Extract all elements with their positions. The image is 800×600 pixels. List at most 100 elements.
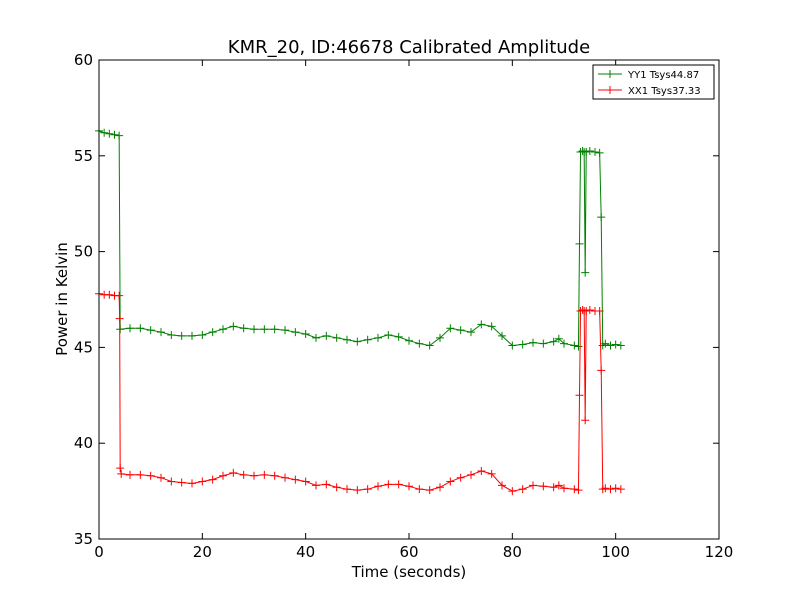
data-point [332,333,341,342]
data-point [188,479,196,488]
data-point [539,482,548,491]
data-point [467,328,475,337]
data-point [549,337,558,346]
data-point [115,131,124,140]
data-point [601,339,610,348]
data-point [301,477,310,486]
data-point [518,485,527,494]
x-tick-label: 60 [399,543,418,561]
data-point [549,483,558,492]
y-axis-label: Power in Kelvin [53,242,71,356]
data-point [157,328,165,337]
data-point [291,328,300,337]
data-point [585,306,594,315]
data-point [219,471,227,480]
data-point [554,481,563,490]
data-point [219,325,227,334]
data-point [606,485,615,494]
data-point [508,487,517,496]
data-point [260,470,269,479]
data-point [105,129,114,138]
data-point [425,341,434,350]
data-point [578,147,587,156]
data-point [177,331,186,340]
data-point [281,326,289,335]
data-point [198,330,207,339]
data-point [456,326,465,335]
data-point [570,341,579,350]
legend-box [592,64,715,100]
data-point [597,366,606,375]
data-point [554,334,563,343]
data-point [353,337,362,346]
data-point [611,484,620,493]
data-point [582,306,591,315]
data-point [582,147,591,156]
data-point [394,332,403,341]
data-point [322,331,331,340]
data-point [374,333,382,342]
data-point [312,333,320,342]
data-point [157,473,165,482]
data-point [208,328,217,337]
legend-label: YY1 Tsys44.87 [627,70,699,81]
y-tick-label: 60 [74,51,93,69]
y-tick-label: 55 [74,147,93,165]
data-point [415,485,424,494]
data-point [581,416,590,425]
data-point [611,340,620,349]
data-point [415,339,424,348]
data-point [115,314,124,323]
data-point [595,148,604,157]
data-point [250,325,258,334]
legend-marker [606,86,614,94]
data-point [574,486,583,495]
data-point [363,485,372,494]
data-point [384,330,393,339]
data-point [477,320,486,329]
data-point [177,478,186,487]
data-point [539,339,548,348]
data-point [239,324,248,333]
data-point [591,147,599,156]
data-point [456,473,465,482]
data-point [301,329,310,338]
data-point [487,322,496,331]
data-point [116,464,125,473]
data-point [229,468,238,477]
x-tick-label: 20 [193,543,212,561]
data-point [291,475,300,484]
data-point [405,482,413,491]
data-point [425,486,434,495]
plot-frame [98,59,720,540]
data-point [115,291,124,300]
x-tick-label: 120 [705,543,734,561]
data-point [405,336,413,345]
data-point [498,331,506,340]
data-point [529,481,537,490]
data-point [374,482,382,491]
data-point [477,466,486,475]
data-point [498,481,506,490]
data-point [110,130,119,139]
data-point [446,324,455,333]
plot-area [99,60,719,539]
data-point [436,483,444,492]
y-tick-label: 45 [74,338,93,356]
data-point [117,469,126,478]
data-point [574,342,583,351]
data-point [597,213,606,222]
data-point [167,477,176,486]
legend-label: XX1 Tsys37.33 [628,86,701,97]
data-point [136,470,145,479]
data-point [167,330,176,339]
data-point [322,480,331,489]
data-point [575,391,584,400]
x-tick-label: 80 [503,543,522,561]
data-point [560,484,568,493]
data-point [343,485,351,494]
data-point [570,485,579,494]
data-point [575,239,584,248]
legend-entry: XX1 Tsys37.33 [598,86,701,97]
